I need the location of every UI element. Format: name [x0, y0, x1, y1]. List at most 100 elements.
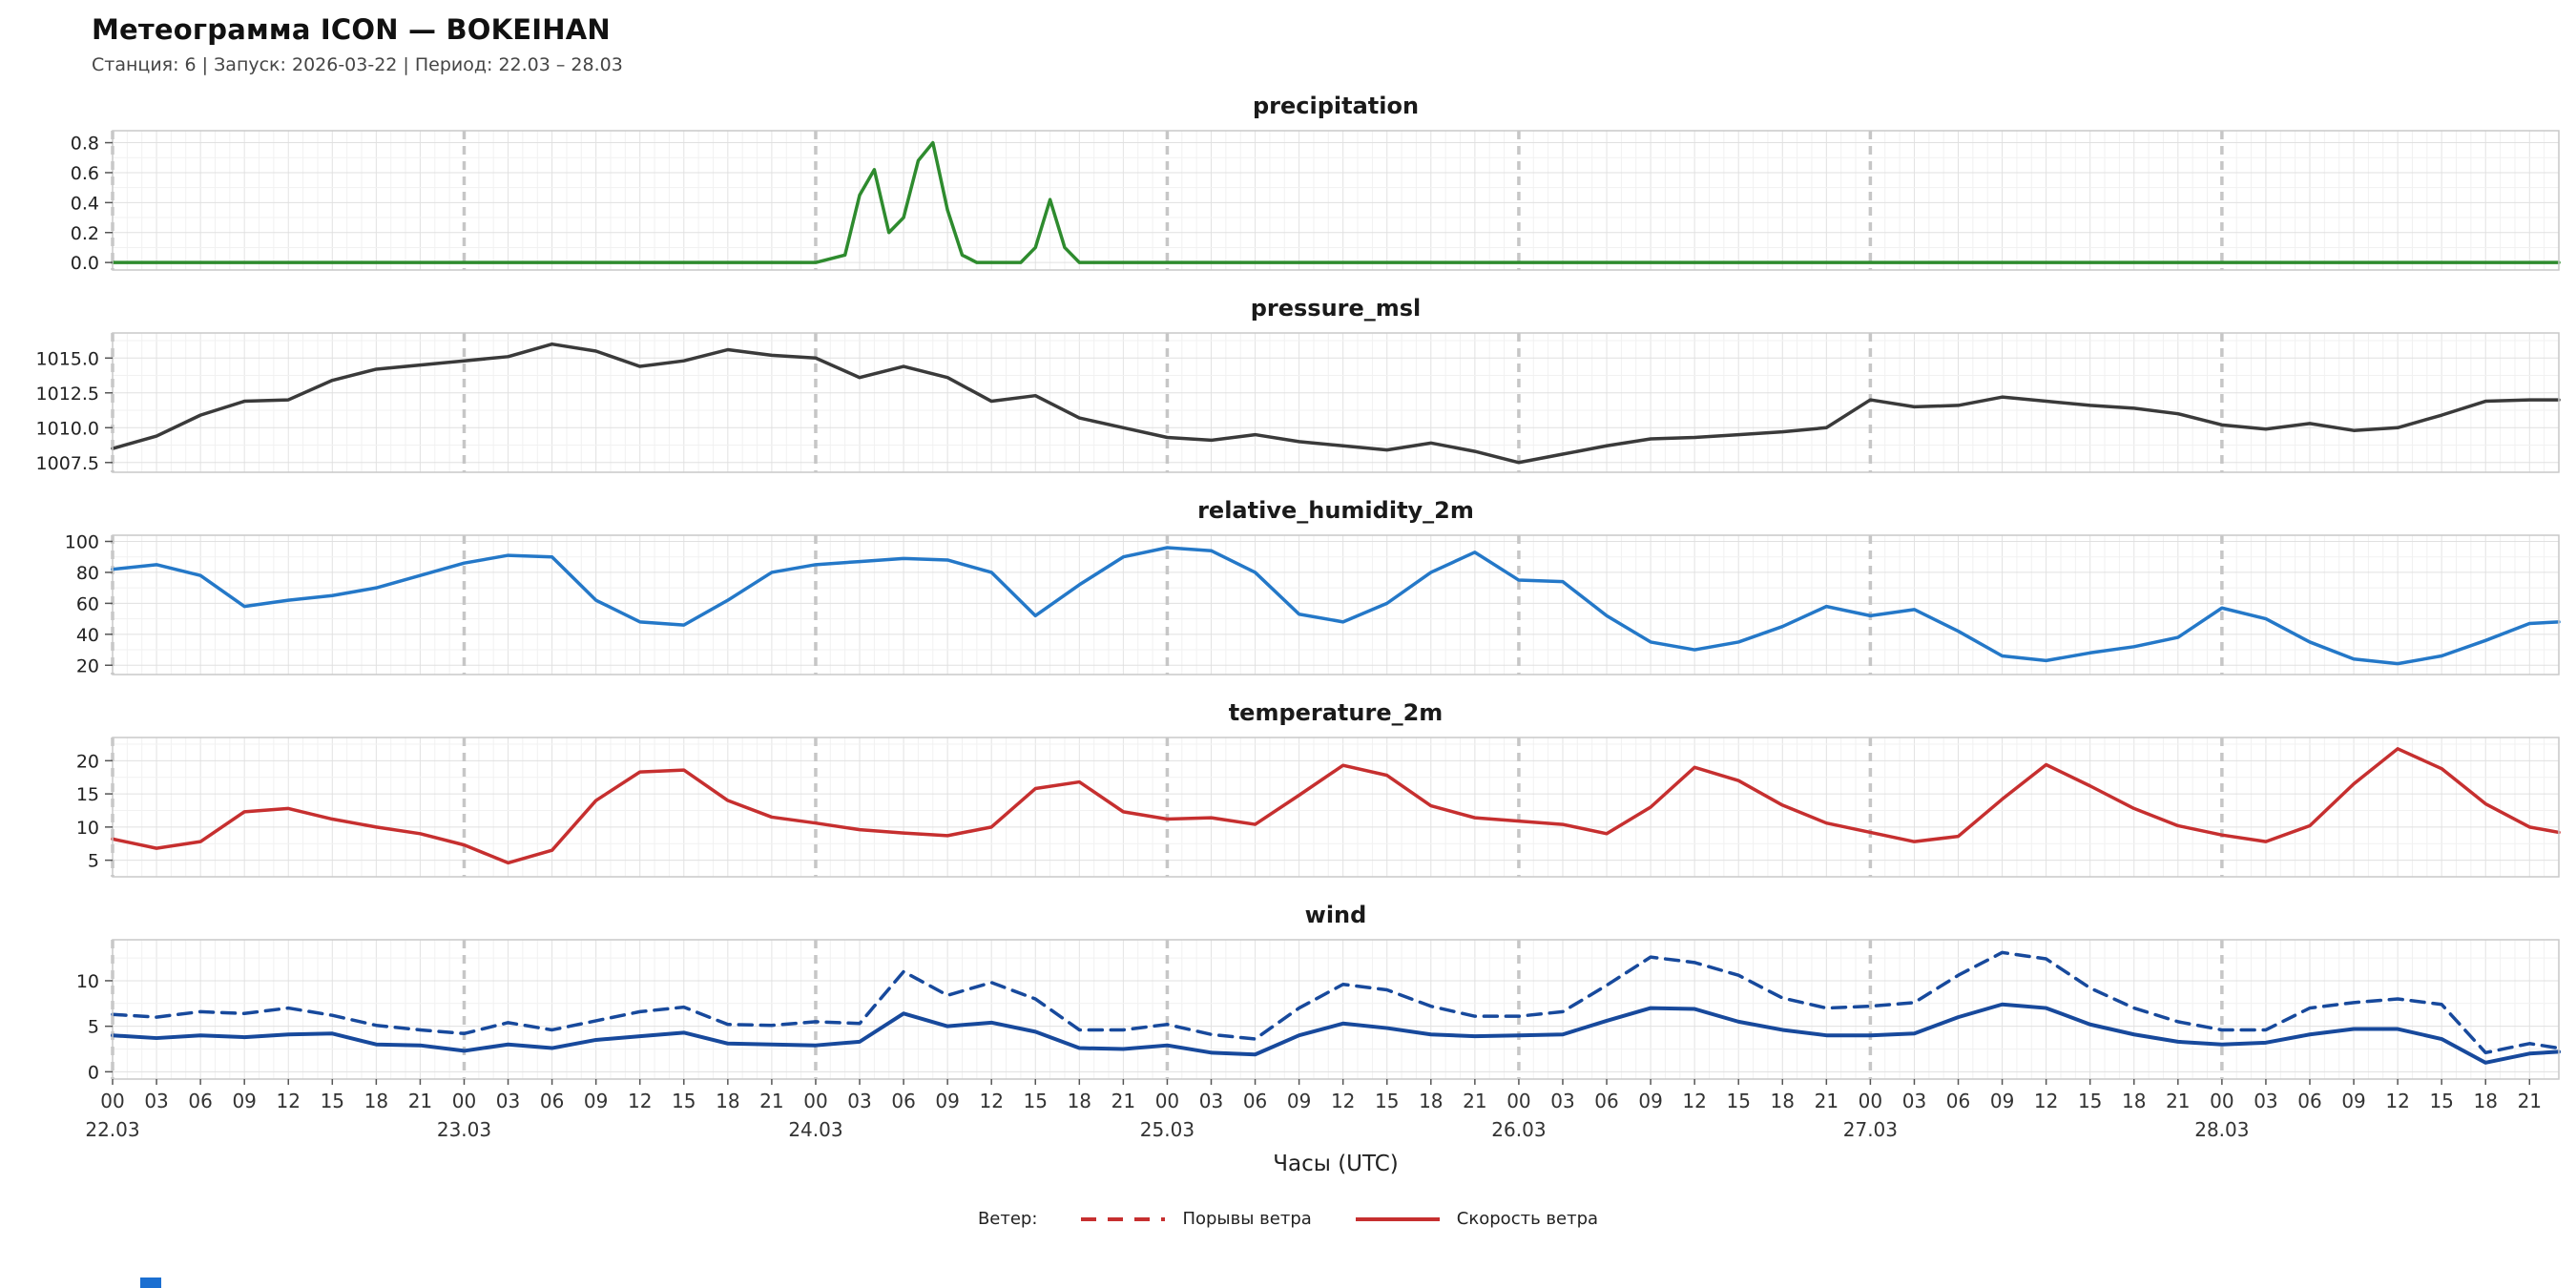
svg-text:12: 12 — [2385, 1090, 2409, 1112]
svg-text:18: 18 — [1419, 1090, 1443, 1112]
svg-text:03: 03 — [1550, 1090, 1574, 1112]
svg-text:1007.5: 1007.5 — [36, 453, 99, 474]
svg-text:06: 06 — [1946, 1090, 1970, 1112]
svg-text:00: 00 — [1859, 1090, 1882, 1112]
svg-text:03: 03 — [1199, 1090, 1223, 1112]
svg-text:20: 20 — [76, 751, 99, 772]
svg-text:00: 00 — [1155, 1090, 1179, 1112]
svg-text:06: 06 — [1243, 1090, 1267, 1112]
temperature-chart: 5 10 15 20 — [76, 737, 2561, 878]
humidity-chart: 20 40 60 80 100 — [65, 531, 2561, 676]
wind-legend: Ветер: Порывы ветра Скорость ветра — [0, 1209, 2576, 1229]
svg-text:12: 12 — [1331, 1090, 1355, 1112]
svg-text:12: 12 — [1682, 1090, 1706, 1112]
svg-text:15: 15 — [1726, 1090, 1750, 1112]
svg-text:15: 15 — [2429, 1090, 2453, 1112]
svg-text:12: 12 — [979, 1090, 1003, 1112]
svg-text:0.8: 0.8 — [71, 134, 99, 155]
panel-title-pressure: pressure_msl — [1250, 295, 1422, 322]
svg-text:20: 20 — [76, 655, 99, 676]
page-subtitle: Станция: 6 | Запуск: 2026-03-22 | Период… — [92, 54, 623, 75]
svg-text:03: 03 — [496, 1090, 520, 1112]
panel-pressure: pressure_msl 1007.5 1010.0 1012.5 1015.0 — [0, 295, 2576, 480]
svg-text:27.03: 27.03 — [1843, 1118, 1898, 1141]
svg-text:15: 15 — [2078, 1090, 2102, 1112]
header: Метеограмма ICON — BOKEIHAN Станция: 6 |… — [0, 0, 2576, 75]
svg-text:1012.5: 1012.5 — [36, 384, 99, 405]
svg-text:21: 21 — [759, 1090, 783, 1112]
svg-text:12: 12 — [2034, 1090, 2058, 1112]
wind-chart: 0 5 10 — [76, 939, 2561, 1085]
svg-text:0.4: 0.4 — [71, 193, 99, 214]
svg-text:21: 21 — [408, 1090, 432, 1112]
svg-text:10: 10 — [76, 818, 99, 839]
svg-text:06: 06 — [891, 1090, 915, 1112]
svg-text:0.0: 0.0 — [71, 253, 99, 274]
panel-title-temperature: temperature_2m — [1228, 699, 1444, 726]
svg-text:03: 03 — [144, 1090, 168, 1112]
svg-text:0: 0 — [88, 1062, 99, 1083]
svg-text:12: 12 — [277, 1090, 301, 1112]
panel-title-precipitation: precipitation — [1252, 93, 1420, 119]
precipitation-chart: 0.0 0.2 0.4 0.6 0.8 — [71, 130, 2561, 274]
svg-text:28.03: 28.03 — [2194, 1118, 2249, 1141]
svg-text:26.03: 26.03 — [1491, 1118, 1546, 1141]
svg-text:18: 18 — [1068, 1090, 1091, 1112]
svg-text:12: 12 — [628, 1090, 652, 1112]
speed-line-sample — [1355, 1216, 1440, 1221]
svg-text:00: 00 — [100, 1090, 124, 1112]
svg-text:15: 15 — [1375, 1090, 1399, 1112]
x-axis-label: Часы (UTC) — [1273, 1152, 1399, 1176]
svg-text:18: 18 — [716, 1090, 739, 1112]
svg-text:00: 00 — [452, 1090, 476, 1112]
svg-text:5: 5 — [88, 1017, 99, 1038]
svg-text:03: 03 — [2254, 1090, 2277, 1112]
svg-text:80: 80 — [76, 563, 99, 584]
svg-text:60: 60 — [76, 593, 99, 614]
svg-text:10: 10 — [76, 971, 99, 992]
svg-text:21: 21 — [1463, 1090, 1486, 1112]
svg-text:15: 15 — [321, 1090, 344, 1112]
gusts-line-sample — [1081, 1216, 1166, 1221]
panel-humidity: relative_humidity_2m 20 40 60 80 100 — [0, 497, 2576, 682]
svg-text:09: 09 — [1990, 1090, 2014, 1112]
svg-text:09: 09 — [935, 1090, 959, 1112]
legend-item-speed: Скорость ветра — [1355, 1209, 1598, 1229]
svg-text:0.6: 0.6 — [71, 163, 99, 184]
svg-text:09: 09 — [584, 1090, 608, 1112]
svg-text:09: 09 — [1287, 1090, 1311, 1112]
svg-text:18: 18 — [364, 1090, 388, 1112]
svg-text:1015.0: 1015.0 — [36, 348, 99, 369]
svg-text:1010.0: 1010.0 — [36, 418, 99, 439]
svg-text:22.03: 22.03 — [85, 1118, 139, 1141]
svg-text:25.03: 25.03 — [1140, 1118, 1195, 1141]
svg-text:21: 21 — [1815, 1090, 1839, 1112]
svg-text:40: 40 — [76, 625, 99, 646]
svg-text:24.03: 24.03 — [788, 1118, 842, 1141]
svg-text:5: 5 — [88, 851, 99, 872]
svg-text:18: 18 — [2122, 1090, 2146, 1112]
svg-text:18: 18 — [1771, 1090, 1795, 1112]
svg-text:09: 09 — [2341, 1090, 2365, 1112]
svg-text:06: 06 — [1594, 1090, 1618, 1112]
svg-text:18: 18 — [2474, 1090, 2498, 1112]
svg-text:09: 09 — [232, 1090, 256, 1112]
legend-title: Ветер: — [977, 1209, 1038, 1229]
page-title: Метеограмма ICON — BOKEIHAN — [92, 13, 611, 46]
gusts-label: Порывы ветра — [1182, 1209, 1312, 1229]
svg-text:06: 06 — [540, 1090, 564, 1112]
svg-text:21: 21 — [2518, 1090, 2542, 1112]
legend-item-gusts: Порывы ветра — [1081, 1209, 1312, 1229]
svg-text:21: 21 — [2166, 1090, 2190, 1112]
svg-text:15: 15 — [1024, 1090, 1048, 1112]
svg-text:09: 09 — [1638, 1090, 1662, 1112]
blue-corner-mark — [140, 1278, 161, 1288]
svg-text:00: 00 — [2210, 1090, 2233, 1112]
svg-text:23.03: 23.03 — [437, 1118, 491, 1141]
pressure-chart: 1007.5 1010.0 1012.5 1015.0 — [36, 332, 2561, 474]
svg-text:0.2: 0.2 — [71, 223, 99, 244]
svg-text:03: 03 — [847, 1090, 871, 1112]
svg-text:100: 100 — [65, 531, 99, 552]
panel-title-humidity: relative_humidity_2m — [1197, 497, 1474, 524]
panel-precipitation: precipitation 0.0 0.2 0.4 0.6 0.8 — [0, 93, 2576, 278]
